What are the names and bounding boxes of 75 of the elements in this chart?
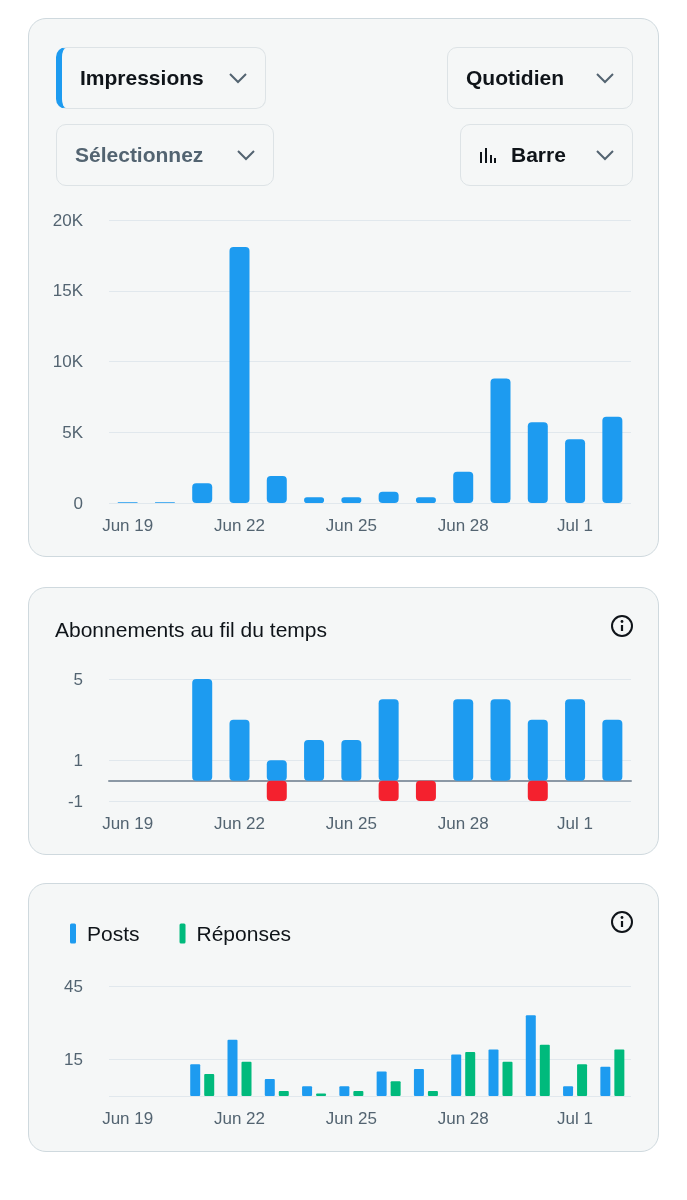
bar (339, 1086, 350, 1096)
y-tick-label: -1 (67, 791, 83, 811)
bar (565, 439, 586, 503)
y-tick-label: 0 (73, 493, 83, 513)
bar (229, 719, 250, 781)
legend-label: Posts (87, 922, 140, 945)
x-tick-label: Jun 25 (325, 516, 377, 535)
x-tick-label: Jun 25 (325, 814, 377, 833)
y-tick-label: 10K (52, 352, 84, 371)
bar (390, 1081, 401, 1096)
bar (266, 780, 287, 801)
bar (614, 1049, 625, 1096)
text: Sélectionnez (75, 143, 204, 167)
y-tick-label: 5 (73, 669, 83, 689)
bar (453, 471, 474, 503)
y-tick-label: 15 (64, 1049, 83, 1069)
text: Barre (511, 143, 566, 167)
text: Quotidien (466, 66, 564, 90)
bar (229, 246, 250, 503)
bar (376, 1071, 387, 1096)
bar (527, 719, 548, 781)
bar (413, 1069, 424, 1096)
bar (453, 699, 474, 781)
x-tick-label: Jul 1 (557, 1109, 594, 1128)
bar (539, 1044, 550, 1096)
x-tick-label: Jun 19 (102, 516, 154, 535)
bar (490, 378, 511, 503)
legend-label: Réponses (196, 922, 292, 945)
x-tick-label: Jun 28 (437, 516, 489, 535)
bar (341, 740, 362, 781)
x-tick-label: Jun 28 (437, 814, 489, 833)
x-tick-label: Jun 28 (437, 1109, 489, 1128)
bar (602, 416, 623, 503)
x-tick-label: Jun 22 (213, 814, 266, 833)
chart-title: Abonnements au fil du temps (55, 618, 327, 642)
bar (304, 740, 325, 781)
x-tick-label: Jun 22 (213, 516, 266, 535)
y-tick-label: 1 (73, 750, 83, 770)
bar (415, 780, 436, 801)
x-tick-label: Jun 22 (213, 1109, 266, 1128)
x-tick-label: Jun 19 (102, 1109, 154, 1128)
y-tick-label: 15K (52, 281, 84, 301)
x-tick-label: Jun 25 (325, 1109, 377, 1128)
bar (266, 760, 287, 781)
bar (204, 1074, 215, 1096)
bar (378, 780, 399, 801)
bar (600, 1066, 611, 1096)
bar (525, 1015, 536, 1096)
bar (192, 679, 213, 781)
bar (241, 1061, 252, 1096)
x-tick-label: Jul 1 (557, 516, 594, 535)
bar (577, 1064, 588, 1096)
bar (602, 719, 623, 781)
y-tick-label: 5K (62, 422, 84, 442)
bar (451, 1054, 462, 1096)
bar (192, 483, 213, 503)
bar (563, 1086, 574, 1096)
x-tick-label: Jun 19 (102, 814, 154, 833)
x-tick-label: Jul 1 (557, 814, 594, 833)
bar (378, 699, 399, 781)
bar (264, 1078, 275, 1096)
bar (527, 780, 548, 801)
bar (302, 1086, 313, 1096)
bar (266, 476, 287, 503)
bar (227, 1039, 238, 1096)
y-tick-label: 20K (52, 210, 84, 230)
bar (527, 422, 548, 503)
chart-title: Impressions (56, 47, 266, 109)
bar (565, 699, 586, 781)
bar (190, 1064, 201, 1096)
y-tick-label: 45 (64, 976, 83, 996)
bar (488, 1049, 499, 1096)
bar (502, 1061, 513, 1096)
bar (465, 1052, 476, 1096)
bar (490, 699, 511, 781)
